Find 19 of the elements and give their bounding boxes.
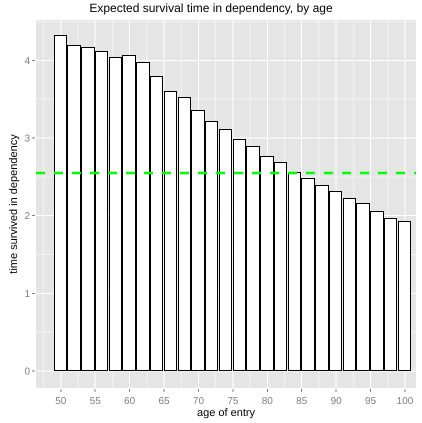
x-tick-label: 75 xyxy=(227,396,239,407)
x-tick-label: 95 xyxy=(365,396,377,407)
x-axis-title: age of entry xyxy=(196,407,256,420)
x-tick-label: 100 xyxy=(396,396,414,407)
x-tick-label: 70 xyxy=(192,396,204,407)
y-tick-label: 3 xyxy=(24,134,30,145)
y-tick-label: 1 xyxy=(24,288,30,300)
y-tick-label: 2 xyxy=(24,211,30,222)
x-tick-label: 60 xyxy=(124,396,136,407)
x-tick-label: 50 xyxy=(55,396,67,407)
chart-title: Expected survival time in dependency, by age xyxy=(89,0,333,15)
y-axis-title: time survived in dependency xyxy=(8,134,20,274)
y-tick-label: 4 xyxy=(24,56,30,67)
y-tick-label: 0 xyxy=(24,366,30,378)
x-tick-label: 90 xyxy=(330,396,342,407)
x-tick-label: 80 xyxy=(262,396,274,407)
x-tick-label: 65 xyxy=(158,396,170,407)
x-tick-label: 85 xyxy=(296,396,308,407)
x-tick-label: 55 xyxy=(90,396,102,407)
